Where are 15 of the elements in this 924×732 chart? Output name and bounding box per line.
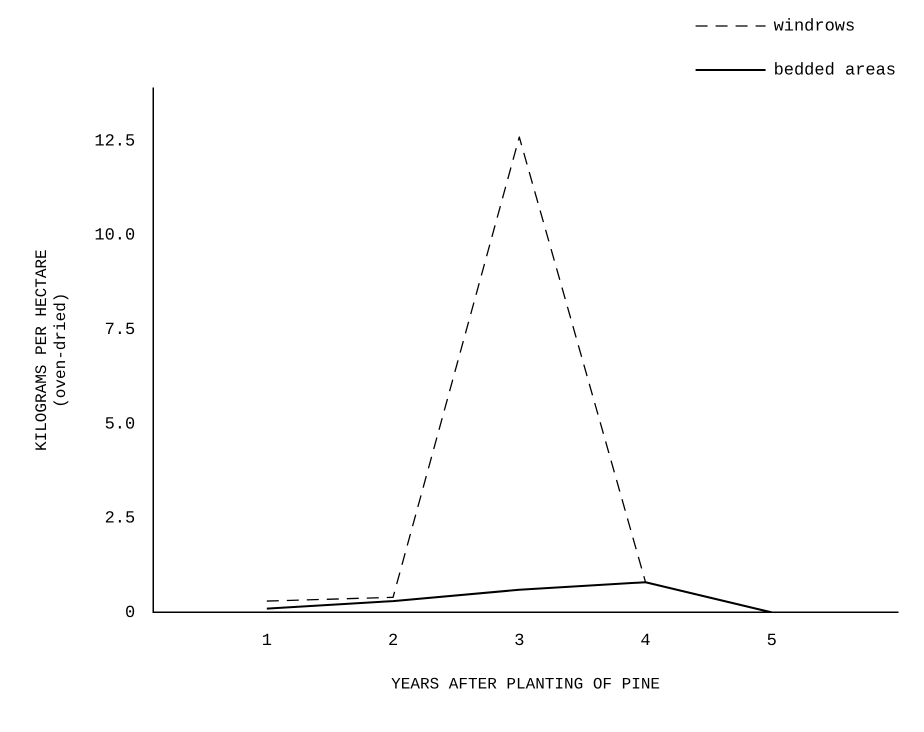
y-tick-label: 0 xyxy=(125,604,136,623)
y-tick-label: 2.5 xyxy=(104,510,136,529)
y-tick-label: 12.5 xyxy=(94,132,136,152)
x-tick-label: 2 xyxy=(388,632,398,652)
x-tick-label: 5 xyxy=(766,632,777,652)
x-tick-label: 3 xyxy=(514,632,524,652)
y-tick-label: 10.0 xyxy=(94,226,136,246)
legend-label: bedded areas xyxy=(774,62,896,80)
y-axis-title: KILOGRAMS PER HECTARE (oven-dried) xyxy=(32,249,70,452)
x-tick-label: 1 xyxy=(262,632,272,652)
y-tick-label: 5.0 xyxy=(104,415,136,434)
x-tick-label: 4 xyxy=(640,632,651,652)
x-axis-title: YEARS AFTER PLANTING OF PINE xyxy=(391,676,660,694)
legend-label: windrows xyxy=(774,18,856,36)
y-tick-label: 7.5 xyxy=(104,320,136,340)
